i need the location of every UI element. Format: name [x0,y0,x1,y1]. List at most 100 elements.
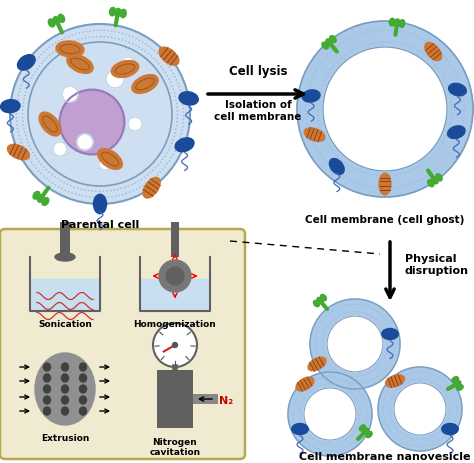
Text: Physical
disruption: Physical disruption [405,254,469,275]
Text: Cell membrane nanovesicle: Cell membrane nanovesicle [299,451,471,461]
Ellipse shape [428,180,434,188]
Circle shape [310,300,400,389]
Ellipse shape [363,428,369,434]
Ellipse shape [452,377,458,382]
Ellipse shape [132,75,158,94]
Bar [171,223,179,257]
Ellipse shape [55,253,75,262]
Circle shape [378,367,462,451]
Circle shape [327,316,383,372]
Ellipse shape [80,363,86,371]
Ellipse shape [39,113,61,137]
Ellipse shape [42,198,49,206]
Bar [157,370,193,428]
Ellipse shape [329,159,344,175]
FancyBboxPatch shape [0,230,245,459]
Ellipse shape [382,329,398,340]
Circle shape [159,260,191,292]
Ellipse shape [326,40,332,47]
Ellipse shape [359,425,365,431]
Ellipse shape [62,396,69,404]
Ellipse shape [44,396,51,404]
Circle shape [304,388,356,440]
Text: Parental cell: Parental cell [61,219,139,230]
Circle shape [173,343,177,348]
Ellipse shape [432,177,438,184]
Ellipse shape [58,15,64,23]
Ellipse shape [98,149,122,170]
Bar [30,279,100,311]
Ellipse shape [448,84,466,97]
Ellipse shape [296,377,314,391]
Circle shape [297,22,473,198]
Ellipse shape [48,20,55,28]
Ellipse shape [44,374,51,382]
Bar [140,279,210,311]
Text: Homogenization: Homogenization [134,319,216,328]
Ellipse shape [67,56,93,74]
Ellipse shape [44,407,51,415]
Ellipse shape [322,43,328,50]
Ellipse shape [62,385,69,393]
Ellipse shape [394,20,400,28]
Ellipse shape [37,195,45,203]
Ellipse shape [111,61,139,78]
Ellipse shape [175,138,194,152]
Ellipse shape [454,381,461,387]
Ellipse shape [44,385,51,393]
Ellipse shape [447,126,465,139]
Ellipse shape [0,100,20,113]
Ellipse shape [385,375,404,388]
Circle shape [121,58,135,72]
Ellipse shape [44,363,51,371]
Circle shape [10,25,190,205]
Ellipse shape [379,174,391,195]
Text: Cell lysis: Cell lysis [229,65,287,78]
Ellipse shape [8,145,29,160]
Circle shape [288,372,372,456]
Text: Sonication: Sonication [38,319,92,328]
Ellipse shape [35,353,95,425]
Ellipse shape [115,9,121,18]
Ellipse shape [53,18,60,25]
Ellipse shape [425,44,442,62]
Ellipse shape [436,175,442,181]
Ellipse shape [80,396,86,404]
Circle shape [153,323,197,367]
Ellipse shape [56,42,84,58]
Ellipse shape [302,91,320,103]
Circle shape [53,143,67,156]
Ellipse shape [330,37,336,44]
Ellipse shape [366,432,372,438]
Ellipse shape [159,48,179,66]
Ellipse shape [62,374,69,382]
Ellipse shape [292,424,308,435]
Ellipse shape [304,129,325,142]
Circle shape [99,159,111,171]
Ellipse shape [389,19,395,27]
Circle shape [60,90,124,155]
Ellipse shape [120,10,126,19]
Text: Cell membrane (cell ghost): Cell membrane (cell ghost) [305,214,465,225]
Ellipse shape [80,407,86,415]
Ellipse shape [313,301,319,307]
Circle shape [106,71,124,89]
Ellipse shape [80,374,86,382]
Circle shape [62,87,78,103]
Circle shape [323,48,447,172]
Ellipse shape [456,385,463,390]
Text: Isolation of
cell membrane: Isolation of cell membrane [214,100,301,121]
Ellipse shape [109,8,116,17]
Ellipse shape [179,93,198,106]
Ellipse shape [442,424,458,435]
Ellipse shape [62,407,69,415]
Circle shape [128,118,142,131]
Ellipse shape [317,298,323,304]
Ellipse shape [33,192,40,200]
Bar [193,394,218,404]
Text: Extrusion: Extrusion [41,433,89,442]
Ellipse shape [62,363,69,371]
Ellipse shape [18,56,35,71]
Text: Nitrogen
cavitation: Nitrogen cavitation [149,437,201,457]
Circle shape [166,268,184,285]
